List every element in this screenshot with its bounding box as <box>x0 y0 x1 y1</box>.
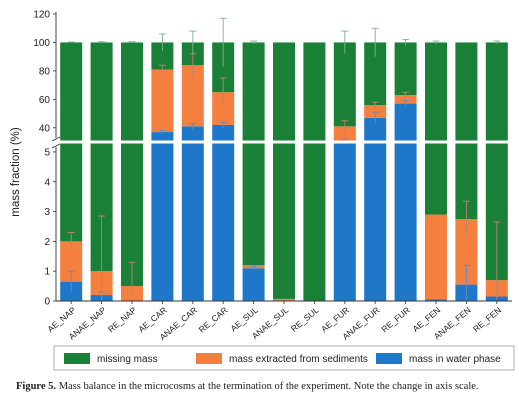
y-tick-label: 40 <box>39 123 51 134</box>
bar-re_fur-s0 <box>394 103 417 301</box>
figure-caption: Figure 5. Mass balance in the microcosms… <box>16 380 506 394</box>
bar-re_car-s1 <box>212 92 235 125</box>
legend-swatch <box>64 353 90 364</box>
bar-ae_car-s0 <box>151 132 174 301</box>
bar-ae_nap-s1 <box>60 241 83 282</box>
bar-ae_fur-s1 <box>333 126 356 143</box>
x-tick-label: RE_FEN <box>471 305 503 334</box>
bar-re_fen-s2 <box>485 42 508 281</box>
legend-swatch <box>196 353 222 364</box>
legend-swatch <box>376 353 402 364</box>
bar-ae_fur-s0 <box>333 143 356 301</box>
caption-text: Mass balance in the microcosms at the te… <box>58 381 479 392</box>
x-tick-label: RE_FUR <box>379 305 411 335</box>
legend-label: mass extracted from sediments <box>229 354 368 365</box>
y-tick-label: 0 <box>44 297 50 308</box>
bar-ae_car-s1 <box>151 69 174 133</box>
y-tick-label: 120 <box>33 10 50 21</box>
bar-ae_fen-s1 <box>425 214 447 300</box>
y-axis-title: mass fraction (%) <box>10 127 22 217</box>
bar-ae_sul-s0 <box>242 268 265 301</box>
bar-re_car-s2 <box>212 42 235 93</box>
y-tick-label: 80 <box>39 66 51 77</box>
bars-layer <box>60 17 508 301</box>
y-tick-label: 5 <box>44 147 50 158</box>
bar-anae_sul-s2 <box>273 42 295 299</box>
legend-label: missing mass <box>97 354 158 365</box>
bar-re_nap-s2 <box>121 42 143 287</box>
bar-anae_fen-s1 <box>455 219 478 285</box>
y-tick-label: 2 <box>44 237 50 248</box>
bar-re_sul-s2 <box>303 42 326 301</box>
bar-anae_nap-s2 <box>90 42 113 272</box>
bar-anae_fen-s2 <box>455 42 478 220</box>
bar-ae_fur-s2 <box>333 42 356 127</box>
bar-re_fur-s1 <box>394 95 417 104</box>
bar-ae_sul-s2 <box>242 42 265 266</box>
x-tick-label: RE_CAR <box>197 305 230 335</box>
bar-anae_fur-s2 <box>364 42 387 106</box>
axis-break-mark <box>51 136 61 142</box>
y-tick-label: 100 <box>33 38 50 49</box>
legend: missing mass mass extracted from sediment… <box>53 345 515 371</box>
bar-anae_fur-s1 <box>364 105 387 118</box>
bar-re_fur-s2 <box>394 42 417 96</box>
bar-anae_fur-s0 <box>364 117 387 301</box>
bar-ae_fen-s0 <box>425 299 447 301</box>
y-tick-label: 60 <box>39 95 51 106</box>
x-tick-label: RE_SUL <box>289 305 321 334</box>
bar-anae_car-s0 <box>181 126 204 301</box>
legend-label: mass in water phase <box>409 354 501 365</box>
axis-break-mark <box>51 143 61 149</box>
x-tick-label: RE_NAP <box>106 305 139 335</box>
bar-re_car-s0 <box>212 124 235 301</box>
bar-ae_fen-s2 <box>425 42 447 215</box>
y-tick-label: 1 <box>44 267 50 278</box>
y-tick-label: 3 <box>44 207 50 218</box>
mass-balance-chart: AE_NAPANAE_NAPRE_NAPAE_CARANAE_CARRE_CAR… <box>10 10 515 371</box>
legend-box <box>53 345 515 371</box>
bar-ae_car-s2 <box>151 42 174 70</box>
bar-anae_car-s1 <box>181 65 204 127</box>
axes-layer <box>51 12 513 304</box>
caption-label: Figure 5. <box>16 381 57 392</box>
axis-break-gap <box>57 140 513 144</box>
y-tick-label: 4 <box>44 177 50 188</box>
bar-anae_sul-s1 <box>273 298 295 301</box>
